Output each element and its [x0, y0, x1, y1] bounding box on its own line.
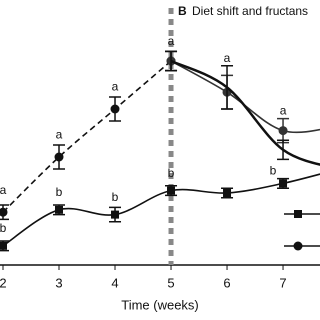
annotation: b [270, 164, 277, 178]
annotation: a [0, 183, 7, 197]
marker [0, 241, 7, 250]
x-tick-label: 4 [111, 275, 118, 290]
series-line [170, 59, 320, 166]
marker [54, 152, 64, 162]
marker [55, 205, 64, 214]
plot-area [0, 50, 320, 252]
x-tick-label: 2 [0, 275, 7, 290]
error-bar [221, 65, 234, 110]
marker [278, 126, 288, 136]
annotation: b [0, 221, 7, 235]
annotation: b [168, 166, 175, 180]
panel-letter: B [178, 4, 187, 18]
series-line [2, 173, 320, 247]
legend [284, 210, 320, 251]
annotation: a [56, 128, 63, 142]
annotation: b [112, 190, 119, 204]
marker [0, 207, 8, 217]
marker [223, 189, 232, 197]
series-line [2, 60, 172, 213]
annotation: a [168, 34, 175, 48]
marker [167, 186, 176, 195]
x-tick-label: 6 [223, 275, 230, 290]
marker [111, 210, 120, 219]
error-bar [277, 139, 290, 161]
annotation: b [56, 185, 63, 199]
x-axis-label: Time (weeks) [121, 297, 199, 312]
error-bar [165, 50, 178, 72]
series-line [170, 60, 320, 134]
chart-title: Diet shift and fructans [192, 4, 308, 18]
legend-marker [294, 210, 302, 218]
x-tick-label: 3 [55, 275, 62, 290]
annotation: a [280, 104, 287, 118]
x-tick-label: 5 [167, 275, 174, 290]
annotation: a [224, 51, 231, 65]
marker [279, 179, 288, 188]
annotation: a [112, 80, 119, 94]
x-tick-label: 7 [279, 275, 286, 290]
legend-marker [293, 241, 303, 251]
marker [110, 104, 120, 114]
